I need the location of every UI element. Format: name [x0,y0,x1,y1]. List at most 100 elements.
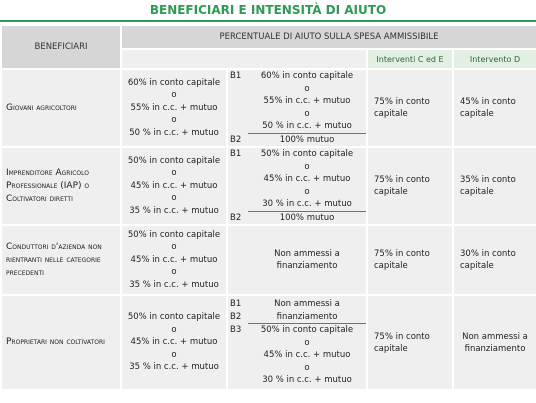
beneficiary: Proprietari non coltivatori [0,294,122,391]
b-labels: B1 [228,148,248,161]
b-label: B2 [230,212,242,223]
line: 45% in c.c. + mutuo [263,350,351,361]
row: Giovani agricoltori 60% in conto capitale… [0,68,536,148]
header-blank [120,48,368,70]
b-group: B1 60% in conto capitale o 55% in c.c. + mu… [228,70,366,133]
row: Proprietari non coltivatori 50% in conto … [0,294,536,391]
b-group: B1 B2 Non ammessi a finanziamento [228,298,366,323]
beneficiary: Imprenditore Agricolo Professionale (IAP… [0,146,122,226]
b-label: B3 [230,325,242,336]
line: finanziamento [276,311,338,322]
cell-d: 45% in conto capitale [452,68,536,148]
cell-d: 35% in conto capitale [452,146,536,226]
beneficiary: Conduttori d'azienda non rientranti nell… [0,224,122,296]
line: 30 % in c.c. + mutuo [262,199,352,209]
aid-table: BENEFICIARI PERCENTUALE DI AIUTO SULLA S… [0,24,536,391]
line: o [171,349,177,360]
b-lines: 60% in conto capitale o 55% in c.c. + mutu… [248,70,366,133]
header-percentuale: PERCENTUALE DI AIUTO SULLA SPESA AMMISSI… [120,24,536,50]
b-lines: 100% mutuo [248,134,366,147]
b-labels: B2 [228,212,248,225]
cell-a: 50% in conto capitale o 45% in c.c. + mutu… [120,224,228,296]
b-label: B1 [230,149,242,159]
line: finanziamento [276,261,338,271]
b-label: B1 [230,71,242,81]
line: 60% in conto capitale [127,77,221,88]
line: 55% in c.c. + mutuo [130,102,218,113]
b-lines: 100% mutuo [248,212,366,225]
cell-a: 50% in conto capitale o 45% in c.c. + mutu… [120,294,228,391]
line: o [304,161,310,172]
line: 100% mutuo [279,134,335,145]
line: o [304,362,310,373]
b-label: B2 [230,134,242,145]
line: o [171,168,177,179]
line: o [171,193,177,204]
line: Non ammessi a [274,248,340,259]
b-group: B1 50% in conto capitale o 45% in c.c. + mu… [228,148,366,211]
b-labels: B2 [228,134,248,147]
b-group: Non ammessi a finanziamento [228,248,366,273]
cell-ce: 75% in conto capitale [366,146,454,226]
b-label: B1 [230,299,242,310]
line: o [304,83,310,94]
cell-b: B1 B2 Non ammessi a finanziamento B3 50% in c… [226,294,368,391]
b-labels: B1 B2 [228,298,248,323]
line: 50% in conto capitale [260,149,354,159]
line: o [171,242,177,253]
line: 50 % in c.c. + mutuo [262,121,352,131]
line: 30 % in c.c. + mutuo [262,375,352,386]
line: 50% in conto capitale [260,325,354,336]
line: o [304,337,310,348]
line: 35 % in c.c. + mutuo [129,205,219,216]
cell-ce: 75% in conto capitale [366,68,454,148]
b-label: B2 [230,311,242,322]
line: 50% in conto capitale [127,155,221,166]
cell-d: 30% in conto capitale [452,224,536,296]
line: 45% in c.c. + mutuo [130,180,218,191]
line: 50 % in c.c. + mutuo [129,127,219,138]
cell-ce: 75% in conto capitale [366,224,454,296]
b-labels: B1 [228,70,248,83]
line: 45% in c.c. + mutuo [130,337,218,348]
header-interventi-ce: Interventi C ed E [366,48,454,70]
cell-a: 50% in conto capitale o 45% in c.c. + mutu… [120,146,228,226]
table-body: Giovani agricoltori 60% in conto capitale… [0,68,536,391]
b-group: B2 100% mutuo [230,132,366,147]
b-lines: Non ammessi a finanziamento [248,298,366,323]
b-group: B3 50% in conto capitale o 45% in c.c. + mu… [230,323,366,387]
cell-d: Non ammessi a finanziamento [452,294,536,391]
cell-b: B1 60% in conto capitale o 55% in c.c. + mu… [226,68,368,148]
cell-ce: 75% in conto capitale [366,294,454,391]
row: Conduttori d'azienda non rientranti nell… [0,224,536,296]
line: o [171,324,177,335]
row: Imprenditore Agricolo Professionale (IAP… [0,146,536,226]
line: o [171,267,177,278]
line: o [171,90,177,101]
line: 50% in conto capitale [127,312,221,323]
b-lines: 50% in conto capitale o 45% in c.c. + mutu… [248,148,366,211]
line: 35 % in c.c. + mutuo [129,279,219,290]
b-lines: 50% in conto capitale o 45% in c.c. + mutu… [248,324,366,387]
line: 60% in conto capitale [260,71,354,81]
line: o [304,108,310,119]
beneficiary: Giovani agricoltori [0,68,122,148]
header-intervento-d: Intervento D [452,48,536,70]
header-beneficiari: BENEFICIARI [0,24,122,70]
line: 50% in conto capitale [127,229,221,240]
line: 100% mutuo [279,212,335,223]
b-group: B2 100% mutuo [230,210,366,225]
line: o [304,186,310,197]
line: Non ammessi a [274,299,340,310]
cell-b: Non ammessi a finanziamento [226,224,368,296]
line: 45% in c.c. + mutuo [130,254,218,265]
line: 45% in c.c. + mutuo [263,174,351,184]
line: o [171,115,177,126]
b-lines: Non ammessi a finanziamento [248,248,366,273]
title: BENEFICIARI E INTENSITÀ DI AIUTO [0,0,536,22]
line: 55% in c.c. + mutuo [263,96,351,106]
b-labels: B3 [228,324,248,337]
cell-a: 60% in conto capitale o 55% in c.c. + mutu… [120,68,228,148]
cell-b: B1 50% in conto capitale o 45% in c.c. + mu… [226,146,368,226]
